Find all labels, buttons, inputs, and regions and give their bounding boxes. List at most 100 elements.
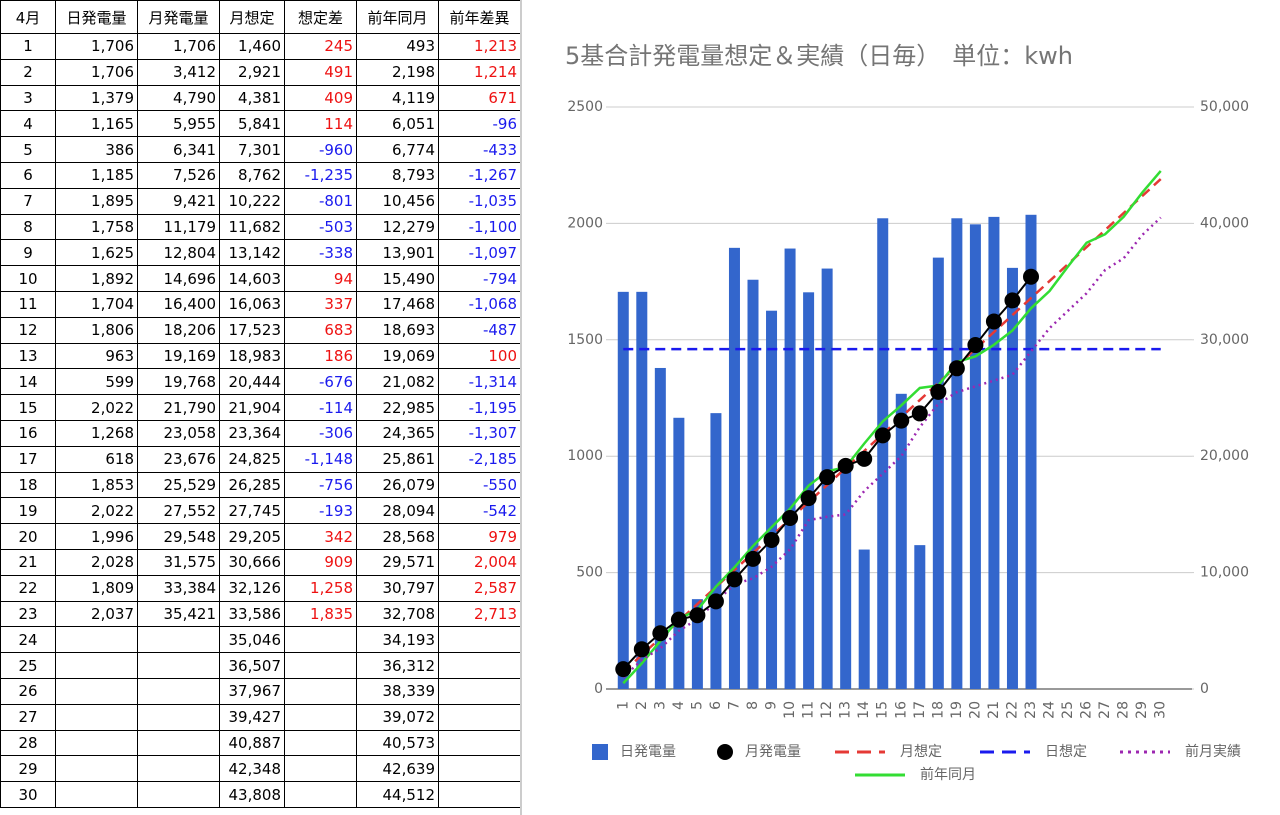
bar <box>691 599 703 689</box>
x-tick-label: 4 <box>671 701 687 710</box>
table-cell: -114 <box>284 394 357 421</box>
x-tick-label: 28 <box>1116 701 1132 719</box>
table-cell <box>284 729 357 757</box>
point <box>689 607 706 624</box>
y2-tick-label: 50,000 <box>1200 99 1249 115</box>
legend-label: 月想定 <box>900 744 942 760</box>
y-tick-label: 1500 <box>567 332 603 348</box>
table-cell: 40,887 <box>219 729 285 757</box>
table-cell: 16 <box>0 419 56 447</box>
table-cell: 26 <box>0 677 56 705</box>
table-cell: 963 <box>55 342 138 370</box>
table-cell: 33,384 <box>137 574 220 602</box>
table-cell: 44,512 <box>356 781 439 808</box>
table-cell <box>137 652 220 679</box>
table-row: 18 1,853 25,529 26,285 -756 26,079 -550 <box>0 471 521 499</box>
table-cell: 9,421 <box>137 187 220 215</box>
table-row: 27 39,427 39,072 <box>0 703 521 731</box>
x-tick-label: 16 <box>893 701 909 719</box>
table-cell: 27,745 <box>219 497 285 525</box>
table-cell: 24 <box>0 626 56 654</box>
bar <box>895 393 907 689</box>
table-cell: 5,955 <box>137 110 220 138</box>
table-cell: 1 <box>0 33 56 60</box>
bar <box>617 291 629 689</box>
x-tick-label: 24 <box>1042 701 1058 719</box>
table-row: 16 1,268 23,058 23,364 -306 24,365 -1,307 <box>0 419 521 447</box>
table-cell: 1,892 <box>55 265 138 292</box>
table-cell: 11,682 <box>219 213 285 241</box>
y2-tick-label: 0 <box>1200 681 1209 697</box>
table-cell: -676 <box>284 368 357 396</box>
table-cell: -550 <box>438 471 521 499</box>
table-cell: 14,696 <box>137 265 220 292</box>
table-cell: 21,082 <box>356 368 439 396</box>
table-cell: 1,809 <box>55 574 138 602</box>
table-cell: 19,069 <box>356 342 439 370</box>
point <box>670 611 687 628</box>
table-cell: 35,046 <box>219 626 285 654</box>
table-cell: 13,142 <box>219 239 285 267</box>
table-cell: 18,983 <box>219 342 285 370</box>
table-cell: 409 <box>284 84 357 112</box>
bar <box>710 413 722 689</box>
table-row: 9 1,625 12,804 13,142 -338 13,901 -1,097 <box>0 239 521 267</box>
table-cell <box>284 652 357 679</box>
table-cell: 4,381 <box>219 84 285 112</box>
table-cell: 2,037 <box>55 600 138 628</box>
table-row: 23 2,037 35,421 33,586 1,835 32,708 2,713 <box>0 600 521 628</box>
table-cell: 24,825 <box>219 445 285 473</box>
x-tick-label: 18 <box>930 701 946 719</box>
table-cell <box>438 677 521 705</box>
table-row: 14 599 19,768 20,444 -676 21,082 -1,314 <box>0 368 521 396</box>
table-cell: 1,185 <box>55 161 138 189</box>
x-tick-label: 29 <box>1134 701 1150 719</box>
table-cell: 月発電量 <box>137 0 220 34</box>
table-cell: 30 <box>0 781 56 808</box>
bar <box>969 224 981 689</box>
y-tick-label: 1000 <box>567 448 603 464</box>
table-cell: 23,058 <box>137 419 220 447</box>
x-tick-label: 6 <box>708 701 724 710</box>
table-cell: 29 <box>0 755 56 783</box>
table-cell: 17 <box>0 445 56 473</box>
table-row: 17 618 23,676 24,825 -1,148 25,861 -2,185 <box>0 445 521 473</box>
table-cell: 6,051 <box>356 110 439 138</box>
table-row: 29 42,348 42,639 <box>0 755 521 783</box>
legend-label: 月発電量 <box>745 744 801 760</box>
table-cell: 8,762 <box>219 161 285 189</box>
table-row: 12 1,806 18,206 17,523 683 18,693 -487 <box>0 316 521 344</box>
table-cell: 2 <box>0 58 56 86</box>
line <box>622 170 1162 685</box>
point <box>1004 292 1021 309</box>
table-cell: 28 <box>0 729 56 757</box>
table-cell: 22,985 <box>356 394 439 421</box>
table-cell <box>137 626 220 654</box>
table-cell: 7,526 <box>137 161 220 189</box>
point <box>967 337 984 354</box>
x-tick-label: 2 <box>634 701 650 710</box>
table-cell: 17,468 <box>356 290 439 318</box>
table-row: 5 386 6,341 7,301 -960 6,774 -433 <box>0 136 521 163</box>
table-cell: 28,568 <box>356 523 439 550</box>
y2-tick-label: 30,000 <box>1200 332 1249 348</box>
table-cell: 14,603 <box>219 265 285 292</box>
table-cell: 9 <box>0 239 56 267</box>
y-tick-label: 0 <box>594 681 603 697</box>
table-cell: -1,267 <box>438 161 521 189</box>
table-row: 10 1,892 14,696 14,603 94 15,490 -794 <box>0 265 521 292</box>
table-cell: 10,456 <box>356 187 439 215</box>
bar <box>988 216 1000 690</box>
table-cell: 18,206 <box>137 316 220 344</box>
table-cell: 31,575 <box>137 548 220 576</box>
table-cell: 2,004 <box>438 548 521 576</box>
table-cell: 2,028 <box>55 548 138 576</box>
table-cell: 2,022 <box>55 497 138 525</box>
legend-swatch <box>717 744 733 760</box>
table-row: 4月 日発電量 月発電量 月想定 想定差 前年同月 前年差異 <box>0 0 521 34</box>
table-cell: -1,195 <box>438 394 521 421</box>
table-cell: 37,967 <box>219 677 285 705</box>
table-cell <box>284 626 357 654</box>
table-cell: 15,490 <box>356 265 439 292</box>
